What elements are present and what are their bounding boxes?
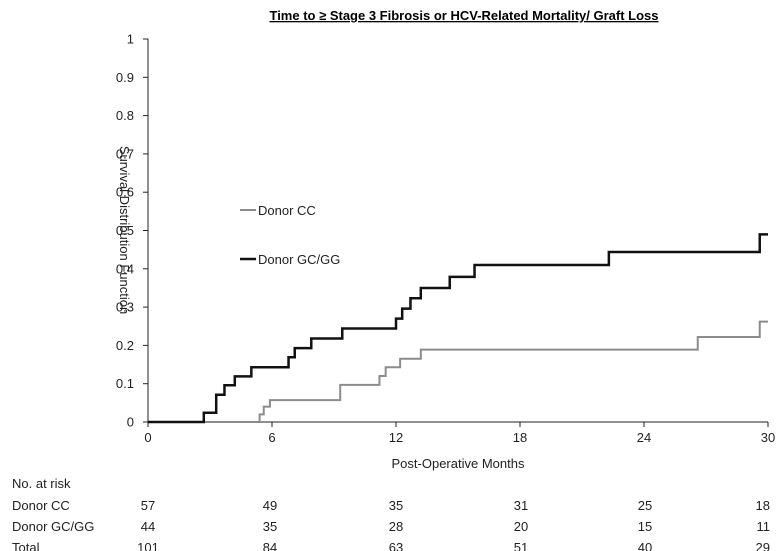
risk-cell: 11: [757, 519, 771, 534]
risk-cell: 15: [638, 519, 652, 534]
y-tick-label: 0.6: [116, 185, 134, 200]
chart-title: Time to ≥ Stage 3 Fibrosis or HCV-Relate…: [269, 8, 658, 23]
survival-curves: [148, 233, 768, 424]
risk-cell: 49: [263, 498, 277, 513]
risk-cell: 63: [389, 540, 403, 551]
y-tick-label: 0.3: [116, 300, 134, 315]
y-tick-labels: 0 0.1 0.2 0.3 0.4 0.5 0.6 0.7 0.8 0.9 1: [116, 32, 134, 430]
risk-cell: 31: [514, 498, 528, 513]
risk-cell: 20: [514, 519, 528, 534]
x-tick-label: 0: [144, 430, 151, 445]
x-tick-label: 6: [268, 430, 275, 445]
x-tick-label: 18: [513, 430, 527, 445]
risk-table-header: No. at risk: [12, 476, 71, 491]
legend-label: Donor CC: [258, 203, 316, 218]
risk-cell: 35: [389, 498, 403, 513]
risk-cell: 35: [263, 519, 277, 534]
y-tick-label: 0.7: [116, 146, 134, 161]
risk-cell: 84: [263, 540, 277, 551]
risk-row-label: Donor CC: [12, 498, 70, 513]
y-tick-label: 0.5: [116, 223, 134, 238]
y-axis-label: Survival Distribution Function: [117, 146, 132, 314]
risk-cell: 29: [756, 540, 770, 551]
x-tick-labels: 0 6 12 18 24 30: [144, 430, 775, 445]
risk-cell: 18: [756, 498, 770, 513]
risk-cell: 28: [389, 519, 403, 534]
risk-row-label: Total: [12, 540, 40, 551]
risk-table: No. at risk Donor CC 57 49 35 31 25 18 Donor GC/…: [12, 476, 770, 551]
risk-cell: 51: [514, 540, 528, 551]
legend: Donor CC Donor GC/GG: [240, 203, 340, 267]
legend-label: Donor GC/GG: [258, 252, 340, 267]
risk-cell: 40: [638, 540, 652, 551]
series-line-donor-gc-gg: [148, 233, 768, 424]
y-tick-label: 0.2: [116, 338, 134, 353]
series-line-donor-cc: [148, 320, 768, 423]
axes: [143, 38, 769, 427]
risk-cell: 25: [638, 498, 652, 513]
risk-cell: 44: [141, 519, 155, 534]
risk-cell: 57: [141, 498, 155, 513]
y-tick-label: 1: [127, 32, 134, 47]
risk-row-label: Donor GC/GG: [12, 519, 94, 534]
y-tick-label: 0.1: [116, 376, 134, 391]
x-axis-label: Post-Operative Months: [392, 456, 525, 471]
y-tick-label: 0.9: [116, 70, 134, 85]
x-tick-label: 12: [389, 430, 403, 445]
y-tick-label: 0.4: [116, 261, 134, 276]
y-tick-label: 0: [127, 415, 134, 430]
y-tick-label: 0.8: [116, 108, 134, 123]
x-tick-label: 30: [761, 430, 775, 445]
x-tick-label: 24: [637, 430, 651, 445]
risk-cell: 101: [137, 540, 159, 551]
